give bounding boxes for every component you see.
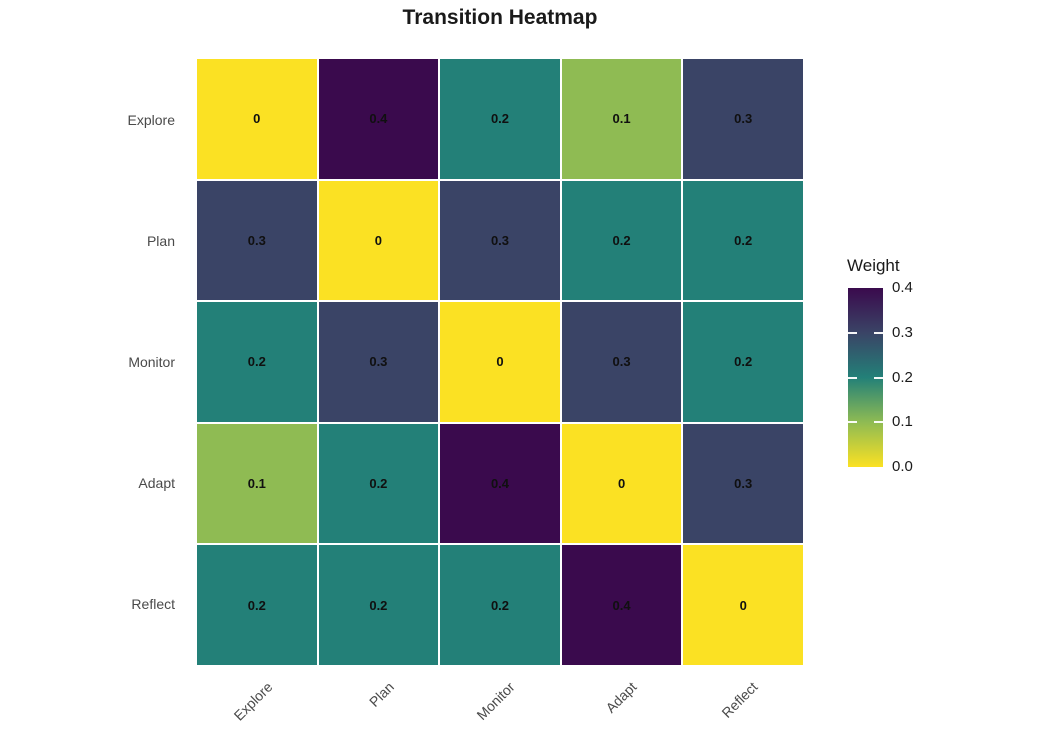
heatmap-cell: 0.2 [683,180,803,301]
x-axis-label: Adapt [602,678,640,716]
cell-value-label: 0.4 [369,111,388,127]
heatmap-cell: 0.2 [318,423,439,544]
heatmap-cell: 0 [197,59,317,179]
heatmap-cell: 0 [683,545,803,665]
legend-tick-mark [874,331,883,334]
cell-value-label: 0 [374,232,382,248]
heatmap-cell: 0 [440,302,560,422]
cell-value-label: 0.2 [490,597,510,613]
heatmap-cell: 0.3 [561,302,682,422]
cell-value-label: 0 [496,354,504,370]
legend-title: Weight [847,256,900,275]
cell-value-label: 0.3 [734,111,753,127]
heatmap-cell: 0.2 [197,302,317,422]
cell-value-label: 0.3 [490,232,510,248]
x-axis-label: Plan [365,678,397,710]
legend-tick-mark [848,331,857,334]
legend-tick-label: 0.2 [892,368,913,386]
cell-value-label: 0.4 [490,476,510,492]
legend-tick-mark [848,376,857,379]
heatmap-grid: 0 0.4 0.2 0.1 0.3 0.3 0 0.3 0.2 0.2 0.2 0.3 0 0.3 0.2 0… [197,59,803,665]
heatmap-cell: 0.2 [683,302,803,422]
cell-value-label: 0.3 [612,354,631,370]
x-axis-label: Monitor [473,678,519,724]
y-axis-label: Plan [146,232,175,249]
cell-value-label: 0.2 [734,232,753,248]
cell-value-label: 0.2 [490,111,510,127]
heatmap-cell: 0.4 [561,545,682,665]
heatmap-cell: 0.2 [440,545,560,665]
y-axis-label: Explore [127,111,175,128]
cell-value-label: 0.1 [247,476,266,492]
chart-title: Transition Heatmap [402,6,598,29]
heatmap-cell: 0.3 [318,302,439,422]
legend-tick-label: 0.3 [892,323,913,341]
cell-value-label: 0 [739,597,747,613]
heatmap-cell: 0.3 [440,180,560,301]
cell-value-label: 0.3 [734,476,753,492]
cell-value-label: 0.2 [247,354,266,370]
cell-value-label: 0.1 [612,111,631,127]
legend-tick-mark [874,421,883,424]
cell-value-label: 0.3 [247,232,266,248]
heatmap-cell: 0.1 [197,423,317,544]
cell-value-label: 0 [253,111,261,127]
heatmap-cell: 0.2 [561,180,682,301]
x-axis-label: Reflect [718,678,761,721]
cell-value-label: 0.2 [734,354,753,370]
cell-value-label: 0.2 [369,476,388,492]
y-axis-label: Adapt [138,475,175,492]
heatmap-cell: 0.3 [683,59,803,179]
cell-value-label: 0 [617,476,626,492]
cell-value-label: 0.3 [369,354,388,370]
heatmap-cell: 0.2 [318,545,439,665]
x-axis-label: Explore [230,678,276,724]
cell-value-label: 0.4 [612,597,631,613]
legend-tick-label: 0.4 [892,279,913,296]
cell-value-label: 0.2 [247,597,266,613]
legend-tick-label: 0.0 [892,458,913,475]
legend-tick-mark [874,376,883,379]
legend-colorbar [848,288,883,467]
heatmap-cell: 0.2 [197,545,317,665]
legend-tick-mark [848,421,857,424]
heatmap-cell: 0.3 [197,180,317,301]
heatmap-cell: 0.2 [440,59,560,179]
heatmap-cell: 0 [318,180,439,301]
cell-value-label: 0.2 [369,597,388,613]
legend-tick-label: 0.1 [892,413,913,431]
heatmap-cell: 0.1 [561,59,682,179]
cell-value-label: 0.2 [612,232,631,248]
heatmap-cell: 0.4 [318,59,439,179]
heatmap-cell: 0.4 [440,423,560,544]
y-axis-label: Monitor [128,354,175,370]
heatmap-cell: 0.3 [683,423,803,544]
heatmap-cell: 0 [561,423,682,544]
y-axis-label: Reflect [131,596,175,613]
